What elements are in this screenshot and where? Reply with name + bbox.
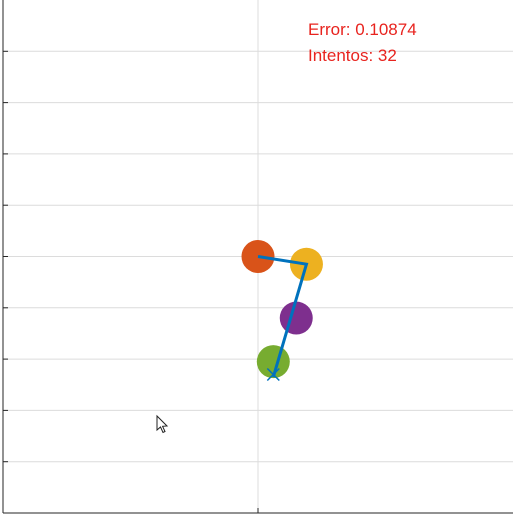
joint-layer — [241, 240, 323, 379]
error-readout: Error: 0.10874 — [308, 20, 417, 39]
mouse-cursor-icon — [156, 414, 169, 434]
joint-marker — [241, 240, 275, 273]
arm-segment-line — [257, 255, 309, 378]
target-layer — [266, 367, 280, 382]
attempts-readout: Intentos: 32 — [308, 46, 397, 65]
joint-marker — [279, 301, 313, 335]
target-marker — [266, 367, 280, 382]
